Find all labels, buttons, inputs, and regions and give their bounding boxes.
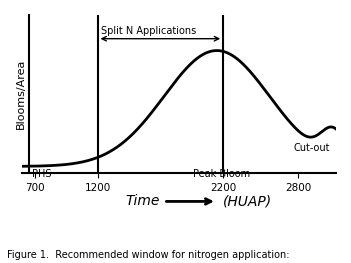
Text: Split N Applications: Split N Applications — [101, 26, 197, 36]
Text: PHS: PHS — [32, 169, 52, 179]
Text: (HUAP): (HUAP) — [223, 194, 272, 208]
Text: Time: Time — [126, 194, 160, 208]
Text: Figure 1.  Recommended window for nitrogen application:: Figure 1. Recommended window for nitroge… — [7, 250, 290, 260]
Y-axis label: Blooms/Area: Blooms/Area — [16, 59, 26, 129]
Text: Peak Bloom: Peak Bloom — [193, 169, 250, 179]
Text: Cut-out: Cut-out — [293, 143, 330, 153]
